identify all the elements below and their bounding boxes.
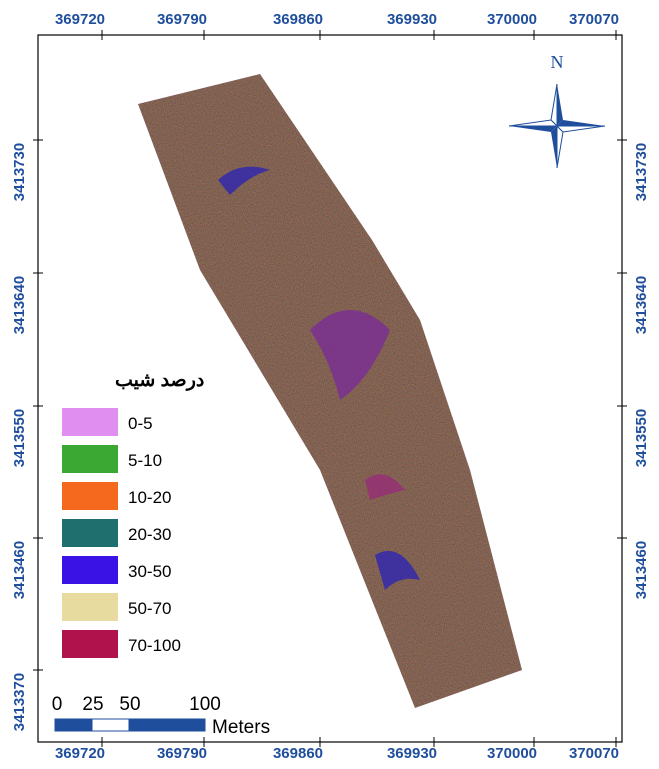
legend-swatch [62,630,118,658]
legend-swatch [62,445,118,473]
legend-title: درصد شیب [115,370,204,391]
legend-label: 70-100 [128,636,181,655]
scale-label: 0 [52,694,63,715]
right-coord-label: 3413460 [633,541,650,599]
scale-label: 25 [82,694,103,715]
legend-label: 30-50 [128,562,171,581]
scale-segment [129,719,205,731]
top-coord-label: 369720 [55,11,105,28]
left-coord-label: 3413640 [11,276,28,334]
bottom-coord-label: 370070 [569,745,619,762]
legend-label: 20-30 [128,525,171,544]
bottom-coord-label: 369860 [273,745,323,762]
legend-label: 10-20 [128,488,171,507]
scale-unit: Meters [212,717,270,738]
left-coord-label: 3413730 [11,143,28,201]
top-coord-label: 369790 [157,11,207,28]
top-coord-label: 369930 [387,11,437,28]
right-coord-label: 3413730 [633,143,650,201]
legend-label: 50-70 [128,599,171,618]
legend-label: 5-10 [128,451,162,470]
top-coord-label: 370070 [569,11,619,28]
bottom-coord-label: 369930 [387,745,437,762]
left-coord-label: 3413460 [11,541,28,599]
right-coord-label: 3413640 [633,276,650,334]
north-label: N [551,52,564,72]
legend-swatch [62,556,118,584]
bottom-coord-label: 369790 [157,745,207,762]
legend-label: 0-5 [128,414,153,433]
map-figure: N درصد شیب 0-5 5-10 10-20 20-30 30-50 50-70 70… [0,0,659,769]
bottom-coord-label: 369720 [55,745,105,762]
legend-swatch [62,593,118,621]
top-coord-label: 370000 [487,11,537,28]
legend-swatch [62,519,118,547]
legend-swatch [62,482,118,510]
legend-swatch [62,408,118,436]
scale-label: 50 [119,694,140,715]
bottom-coord-label: 370000 [487,745,537,762]
right-coord-label: 3413550 [633,409,650,467]
scale-label: 100 [189,694,221,715]
left-coord-label: 3413370 [11,673,28,731]
scale-segment [92,719,129,731]
scale-segment [55,719,92,731]
top-coord-label: 369860 [273,11,323,28]
left-coord-label: 3413550 [11,409,28,467]
